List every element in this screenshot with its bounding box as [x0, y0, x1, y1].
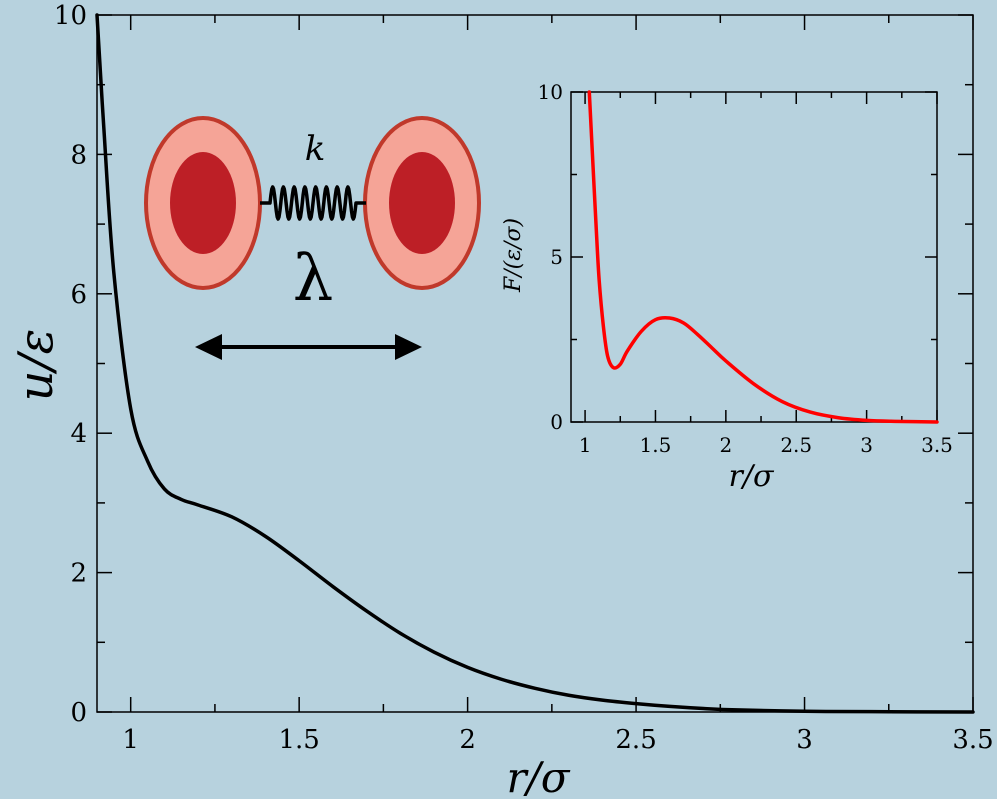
- inset-y-axis-label: F/(ε/σ): [501, 218, 526, 293]
- main-x-axis-label: r/σ: [507, 753, 571, 799]
- y-tick-label: 4: [70, 419, 87, 449]
- y-tick-label: 0: [70, 698, 87, 728]
- y-tick-label: 2: [70, 559, 87, 589]
- main-y-axis-label: u/ε: [8, 329, 64, 402]
- x-tick-label: 3.5: [952, 725, 993, 755]
- x-tick-label: 1: [579, 433, 592, 457]
- x-tick-label: 1.5: [640, 433, 672, 457]
- main-series-line: [95, 13, 975, 714]
- x-tick-label: 3.5: [921, 433, 953, 457]
- x-tick-label: 3: [860, 433, 873, 457]
- spring-constant-label: k: [305, 129, 326, 169]
- double-arrow: [195, 334, 422, 360]
- inset-tick-labels: 1 1.5 2 2.5 3 3.5 0 5 10: [538, 80, 953, 457]
- inset-chart: 1 1.5 2 2.5 3 3.5 0 5 10 r/σ F/(ε/σ): [501, 80, 953, 494]
- y-tick-label: 8: [70, 140, 87, 170]
- dimer-illustration: k λ: [144, 116, 481, 360]
- x-tick-label: 2: [719, 433, 732, 457]
- y-tick-label: 0: [550, 410, 563, 434]
- x-tick-label: 2.5: [780, 433, 812, 457]
- y-tick-label: 10: [54, 1, 87, 31]
- bead-left: [144, 116, 262, 290]
- inset-x-axis-label: r/σ: [729, 459, 775, 494]
- bond-length-label: λ: [293, 242, 334, 316]
- y-tick-label: 5: [550, 245, 563, 269]
- x-tick-label: 3: [796, 725, 813, 755]
- x-tick-label: 1: [122, 725, 139, 755]
- y-tick-label: 6: [70, 280, 87, 310]
- x-tick-label: 2.5: [615, 725, 656, 755]
- inset-series-line: [587, 90, 939, 424]
- spring: [260, 185, 366, 221]
- x-tick-label: 1.5: [278, 725, 319, 755]
- y-tick-label: 10: [538, 80, 563, 104]
- bead-right: [363, 116, 481, 290]
- x-tick-label: 2: [459, 725, 476, 755]
